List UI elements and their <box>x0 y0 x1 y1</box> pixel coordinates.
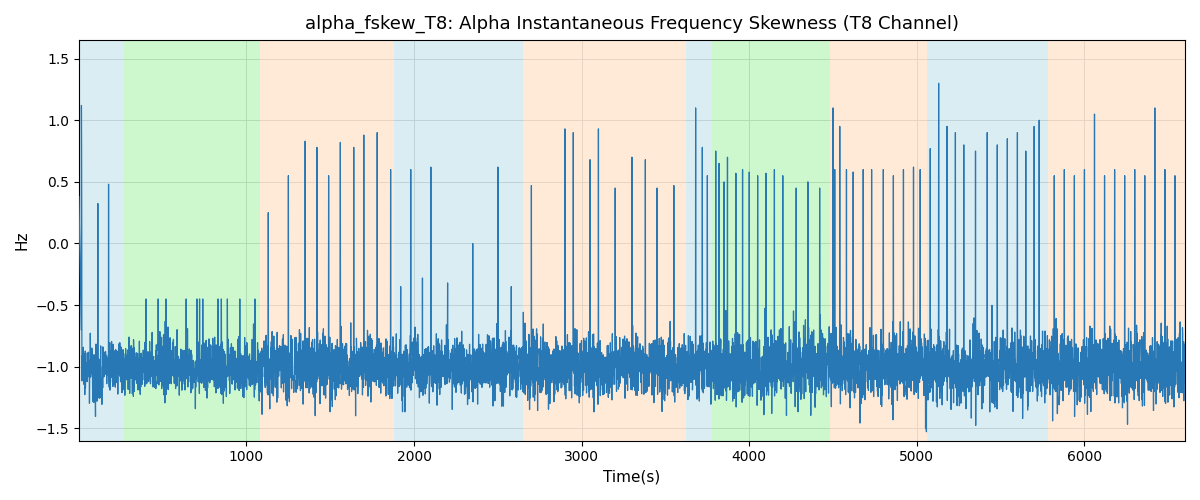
Bar <box>1048 40 1186 440</box>
Bar <box>685 40 713 440</box>
Y-axis label: Hz: Hz <box>14 230 30 250</box>
X-axis label: Time(s): Time(s) <box>604 470 660 485</box>
Bar <box>523 40 685 440</box>
Bar <box>713 40 829 440</box>
Bar <box>926 40 1048 440</box>
Bar <box>79 40 124 440</box>
Bar <box>124 40 260 440</box>
Bar <box>260 40 394 440</box>
Bar <box>394 40 523 440</box>
Bar <box>829 40 926 440</box>
Title: alpha_fskew_T8: Alpha Instantaneous Frequency Skewness (T8 Channel): alpha_fskew_T8: Alpha Instantaneous Freq… <box>305 15 959 34</box>
